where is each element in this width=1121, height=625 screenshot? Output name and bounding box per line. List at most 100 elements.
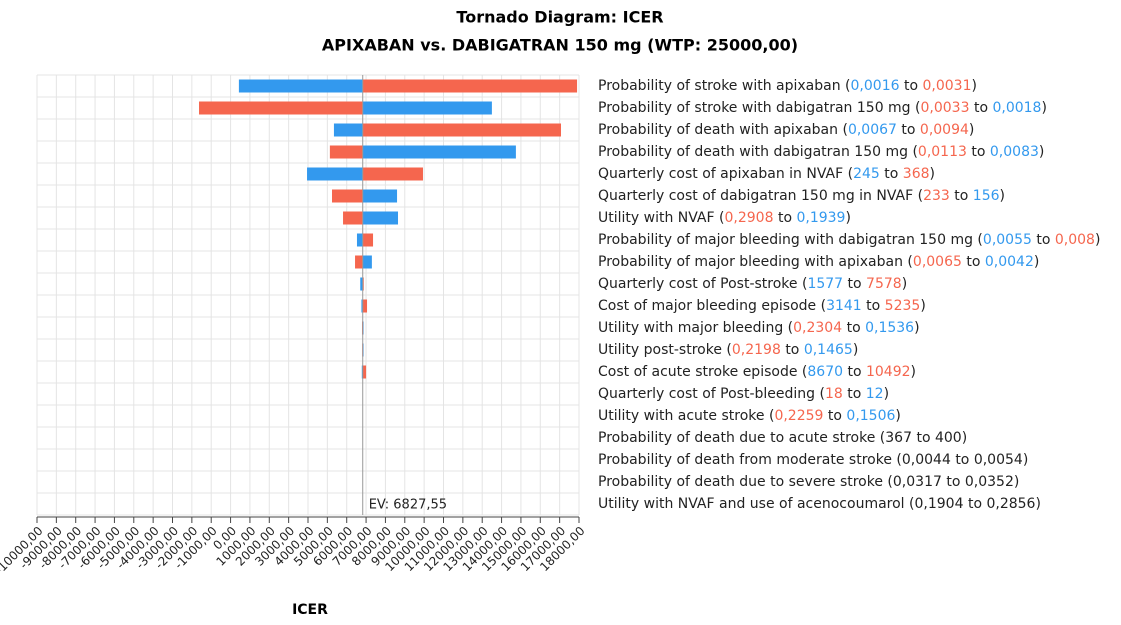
chart-subtitle: APIXABAN vs. DABIGATRAN 150 mg (WTP: 250… (322, 36, 798, 55)
punctuation: ) (930, 166, 935, 182)
connector: to (916, 430, 930, 446)
punctuation: ) (914, 320, 919, 336)
bar (343, 211, 363, 225)
punctuation: ) (1014, 474, 1019, 490)
connector: to (971, 144, 985, 160)
bar (355, 255, 363, 269)
punctuation: ) (911, 364, 916, 380)
parameter-name: Quarterly cost of Post-stroke (598, 276, 798, 292)
punctuation: ( (816, 298, 826, 314)
from-label: 8670 (807, 364, 843, 380)
punctuation: ( (883, 474, 893, 490)
bar (333, 123, 363, 137)
bar (329, 145, 363, 159)
parameter-name: Cost of major bleeding episode (598, 298, 816, 314)
punctuation: ) (969, 122, 974, 138)
parameter-name: Probability of stroke with apixaban (598, 78, 841, 94)
row-label: Probability of death from moderate strok… (598, 452, 1028, 468)
punctuation: ( (765, 408, 775, 424)
punctuation: ) (902, 276, 907, 292)
chart-title: Tornado Diagram: ICER (456, 8, 663, 27)
to-label: 0,1536 (865, 320, 914, 336)
from-label: 0,0317 (893, 474, 942, 490)
parameter-name: Probability of death from moderate strok… (598, 452, 892, 468)
parameter-name: Probability of stroke with dabigatran 15… (598, 100, 911, 116)
row-label: Utility with acute stroke (0,2259 to 0,1… (598, 408, 901, 424)
punctuation: ( (843, 166, 853, 182)
bar (362, 189, 398, 203)
connector: to (954, 188, 968, 204)
x-axis-title: ICER (292, 602, 328, 618)
punctuation: ) (895, 408, 900, 424)
punctuation: ( (913, 188, 923, 204)
row-label: Probability of stroke with dabigatran 15… (598, 100, 1047, 116)
to-label: 0,0042 (985, 254, 1034, 270)
connector: to (785, 342, 799, 358)
bar (332, 189, 363, 203)
to-label: 5235 (885, 298, 921, 314)
punctuation: ( (905, 496, 915, 512)
from-label: 0,0044 (902, 452, 951, 468)
punctuation: ( (798, 276, 808, 292)
punctuation: ( (838, 122, 848, 138)
connector: to (974, 100, 988, 116)
parameter-name: Probability of death with apixaban (598, 122, 838, 138)
punctuation: ( (973, 232, 983, 248)
from-label: 0,0113 (918, 144, 967, 160)
connector: to (901, 122, 915, 138)
bar (362, 145, 516, 159)
from-label: 0,2259 (774, 408, 823, 424)
punctuation: ) (1000, 188, 1005, 204)
from-label: 0,1904 (915, 496, 964, 512)
bar (362, 277, 364, 291)
row-label: Probability of death due to acute stroke… (598, 430, 967, 446)
parameter-name: Probability of death due to acute stroke (598, 430, 875, 446)
to-label: 7578 (866, 276, 902, 292)
punctuation: ( (715, 210, 725, 226)
to-label: 0,0352 (965, 474, 1014, 490)
bar (356, 233, 363, 247)
to-label: 156 (973, 188, 1000, 204)
bar (362, 255, 372, 269)
punctuation: ( (722, 342, 732, 358)
punctuation: ) (884, 386, 889, 402)
punctuation: ) (1035, 496, 1040, 512)
to-label: 0,1939 (796, 210, 845, 226)
punctuation: ( (903, 254, 913, 270)
punctuation: ) (1034, 254, 1039, 270)
connector: to (1036, 232, 1050, 248)
parameter-name: Utility with major bleeding (598, 320, 783, 336)
from-label: 0,0065 (913, 254, 962, 270)
punctuation: ( (797, 364, 807, 380)
from-label: 3141 (826, 298, 862, 314)
row-label: Quarterly cost of apixaban in NVAF (245 … (598, 166, 935, 182)
parameter-name: Probability of death due to severe strok… (598, 474, 883, 490)
punctuation: ( (911, 100, 921, 116)
from-label: 0,2198 (732, 342, 781, 358)
punctuation: ) (1039, 144, 1044, 160)
from-label: 0,2908 (725, 210, 774, 226)
connector: to (946, 474, 960, 490)
from-label: 0,2304 (793, 320, 842, 336)
to-label: 10492 (866, 364, 911, 380)
punctuation: ) (1023, 452, 1028, 468)
parameter-name: Utility with NVAF (598, 210, 715, 226)
row-label: Probability of death with dabigatran 150… (598, 144, 1044, 160)
bar (362, 299, 368, 313)
punctuation: ) (1095, 232, 1100, 248)
row-label: Quarterly cost of Post-bleeding (18 to 1… (598, 386, 889, 402)
connector: to (778, 210, 792, 226)
to-label: 0,0054 (974, 452, 1023, 468)
punctuation: ( (908, 144, 918, 160)
row-label: Cost of major bleeding episode (3141 to … (598, 298, 926, 314)
connector: to (847, 364, 861, 380)
parameter-name: Probability of major bleeding with apixa… (598, 254, 903, 270)
row-label: Probability of death due to severe strok… (598, 474, 1019, 490)
parameter-name: Probability of major bleeding with dabig… (598, 232, 973, 248)
punctuation: ) (962, 430, 967, 446)
connector: to (966, 254, 980, 270)
parameter-name: Utility with acute stroke (598, 408, 765, 424)
row-label: Probability of death with apixaban (0,00… (598, 122, 974, 138)
to-label: 0,1465 (804, 342, 853, 358)
